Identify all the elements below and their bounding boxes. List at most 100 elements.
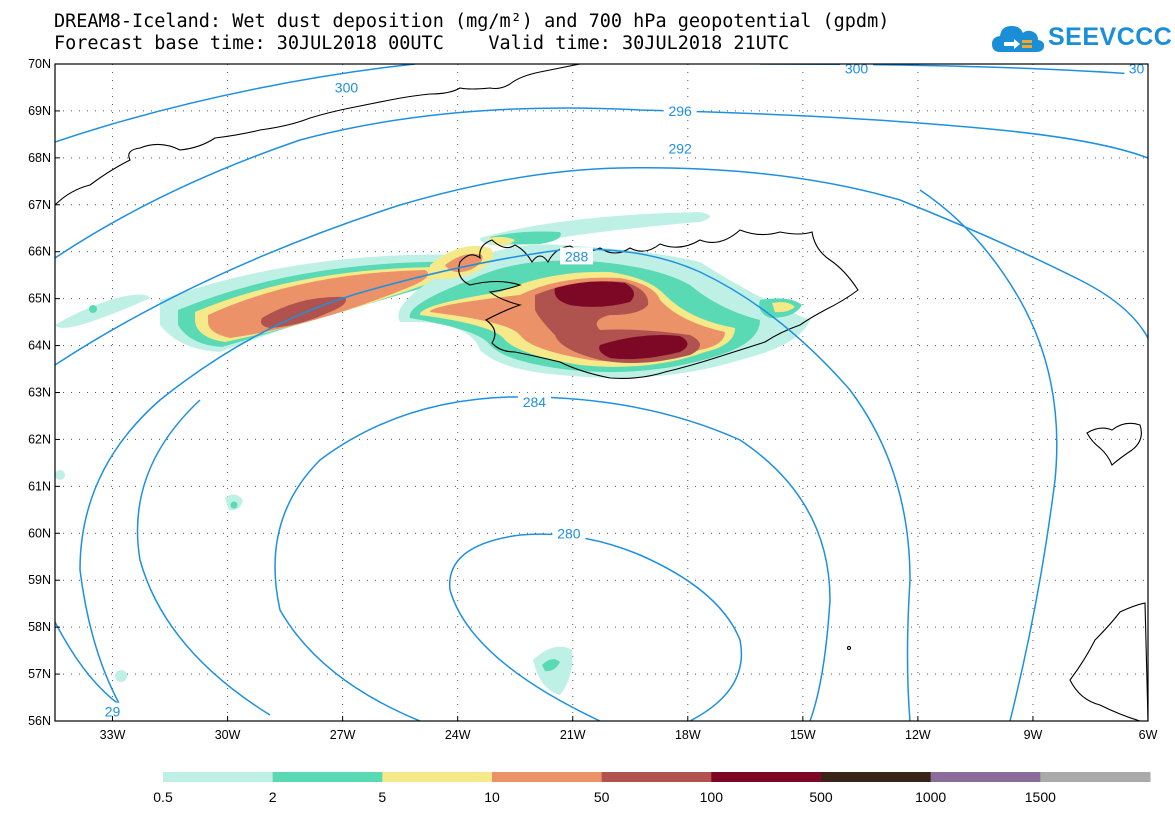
contour-288 — [55, 248, 911, 721]
lat-label: 68N — [28, 151, 51, 165]
dust-iceland-100 — [554, 281, 634, 307]
contour-label: 30 — [1129, 61, 1145, 77]
coastline-greenland — [55, 64, 581, 206]
dust-spot-far-west — [55, 294, 150, 328]
contour-label-bg — [840, 64, 874, 77]
contour-label: 296 — [668, 103, 692, 119]
lon-label: 6W — [1139, 728, 1158, 742]
lat-label: 56N — [28, 714, 51, 728]
contour-label-bg — [100, 702, 125, 720]
lat-label: 70N — [28, 57, 51, 71]
contour-label: 300 — [845, 61, 869, 77]
lat-label: 69N — [28, 104, 51, 118]
lat-label: 65N — [28, 292, 51, 306]
legend-swatch — [1040, 772, 1151, 782]
legend-label: 1500 — [1025, 789, 1056, 805]
lon-label: 33W — [100, 728, 126, 742]
forecast-time-subtitle: Forecast base time: 30JUL2018 00UTC Vali… — [54, 33, 790, 54]
dust-westfjords-core — [445, 253, 483, 273]
lon-label: 12W — [905, 728, 931, 742]
legend-label: 5 — [378, 789, 386, 805]
contour-label-bg — [517, 392, 551, 410]
lat-label: 61N — [28, 479, 51, 493]
lat-label: 59N — [28, 573, 51, 587]
dust-spot-57n-core — [542, 659, 560, 672]
seevccc-logo: SEEVCCC — [990, 18, 1172, 60]
lat-label: 64N — [28, 339, 51, 353]
contour-outer-east — [919, 189, 1058, 721]
contour-284 — [274, 396, 831, 721]
contour-label-bg — [552, 524, 586, 542]
lat-label: 60N — [28, 526, 51, 540]
lat-label: 57N — [28, 667, 51, 681]
legend-swatch — [930, 772, 1041, 782]
coastline-faroes — [1086, 422, 1142, 466]
lat-label: 63N — [28, 386, 51, 400]
contour-280 — [449, 533, 743, 721]
contour-label-bg — [329, 78, 363, 96]
map-title: DREAM8-Iceland: Wet dust deposition (mg/… — [54, 11, 890, 32]
coastline — [55, 64, 1148, 721]
dust-spot-sw — [115, 670, 127, 682]
legend-swatch — [601, 772, 712, 782]
lon-label: 30W — [215, 728, 241, 742]
lon-label: 15W — [790, 728, 816, 742]
lat-label: 66N — [28, 245, 51, 259]
contour-300-ne — [759, 64, 1148, 76]
dust-spot-60n-core — [230, 501, 238, 509]
dust-spot-west-tiny — [89, 305, 97, 313]
dust-east-spot-core — [772, 302, 795, 313]
longitude-labels: 33W 30W 27W 24W 21W 18W 15W 12W 9W 6W — [100, 716, 1158, 742]
contour-label-bg — [1124, 64, 1148, 77]
contour-label: 292 — [668, 140, 692, 156]
legend-label: 100 — [700, 789, 724, 805]
contour-label: 29 — [105, 704, 121, 720]
graticule — [55, 64, 1148, 721]
color-legend: 0.5 2 5 10 50 100 500 1000 1500 — [153, 772, 1151, 805]
lon-label: 24W — [445, 728, 471, 742]
coastline-rockall — [846, 645, 852, 651]
legend-label: 500 — [809, 789, 833, 805]
lon-label: 9W — [1024, 728, 1043, 742]
cloud-logo-icon — [992, 26, 1045, 52]
contour-label: 288 — [565, 248, 589, 264]
legend-label: 10 — [484, 789, 500, 805]
contour-label-bg — [663, 139, 697, 157]
contour-labels: 300 300 30 296 292 288 284 280 29 — [100, 61, 1148, 720]
logo-text: SEEVCCC — [1048, 23, 1173, 51]
dust-north-core — [488, 236, 515, 246]
legend-swatch — [382, 772, 493, 782]
legend-swatch — [492, 772, 603, 782]
contour-288-inner — [136, 399, 271, 716]
contour-296 — [55, 107, 1148, 259]
contour-label: 280 — [557, 525, 581, 541]
lon-label: 21W — [560, 728, 586, 742]
legend-label: 2 — [269, 789, 277, 805]
wet-dust-deposition-field — [55, 212, 810, 695]
lat-label: 62N — [28, 432, 51, 446]
coastline-scotland — [1069, 602, 1148, 721]
legend-swatch — [821, 772, 932, 782]
dust-spot-57n — [533, 646, 573, 695]
legend-label: 50 — [594, 789, 610, 805]
legend-swatch — [711, 772, 822, 782]
map-frame — [54, 63, 1149, 722]
dust-spot-far-west2 — [55, 470, 65, 480]
contour-label-bg — [560, 247, 594, 265]
contour-label-bg — [663, 101, 697, 119]
lon-label: 27W — [330, 728, 356, 742]
geopotential-contours — [55, 64, 1148, 721]
dust-iceland-100-south — [599, 335, 688, 360]
contour-292 — [55, 167, 1148, 366]
contour-label: 284 — [523, 394, 547, 410]
contour-label: 300 — [335, 79, 359, 95]
coastline-iceland — [458, 229, 859, 379]
legend-swatch — [163, 772, 274, 782]
lon-label: 18W — [675, 728, 701, 742]
latitude-labels: 70N 69N 68N 67N 66N 65N 64N 63N 62N 61N 60N 59N 58N 5… — [28, 57, 60, 728]
legend-label: 1000 — [915, 789, 946, 805]
contour-300-north — [55, 64, 416, 143]
lat-label: 67N — [28, 198, 51, 212]
legend-label: 0.5 — [153, 789, 173, 805]
